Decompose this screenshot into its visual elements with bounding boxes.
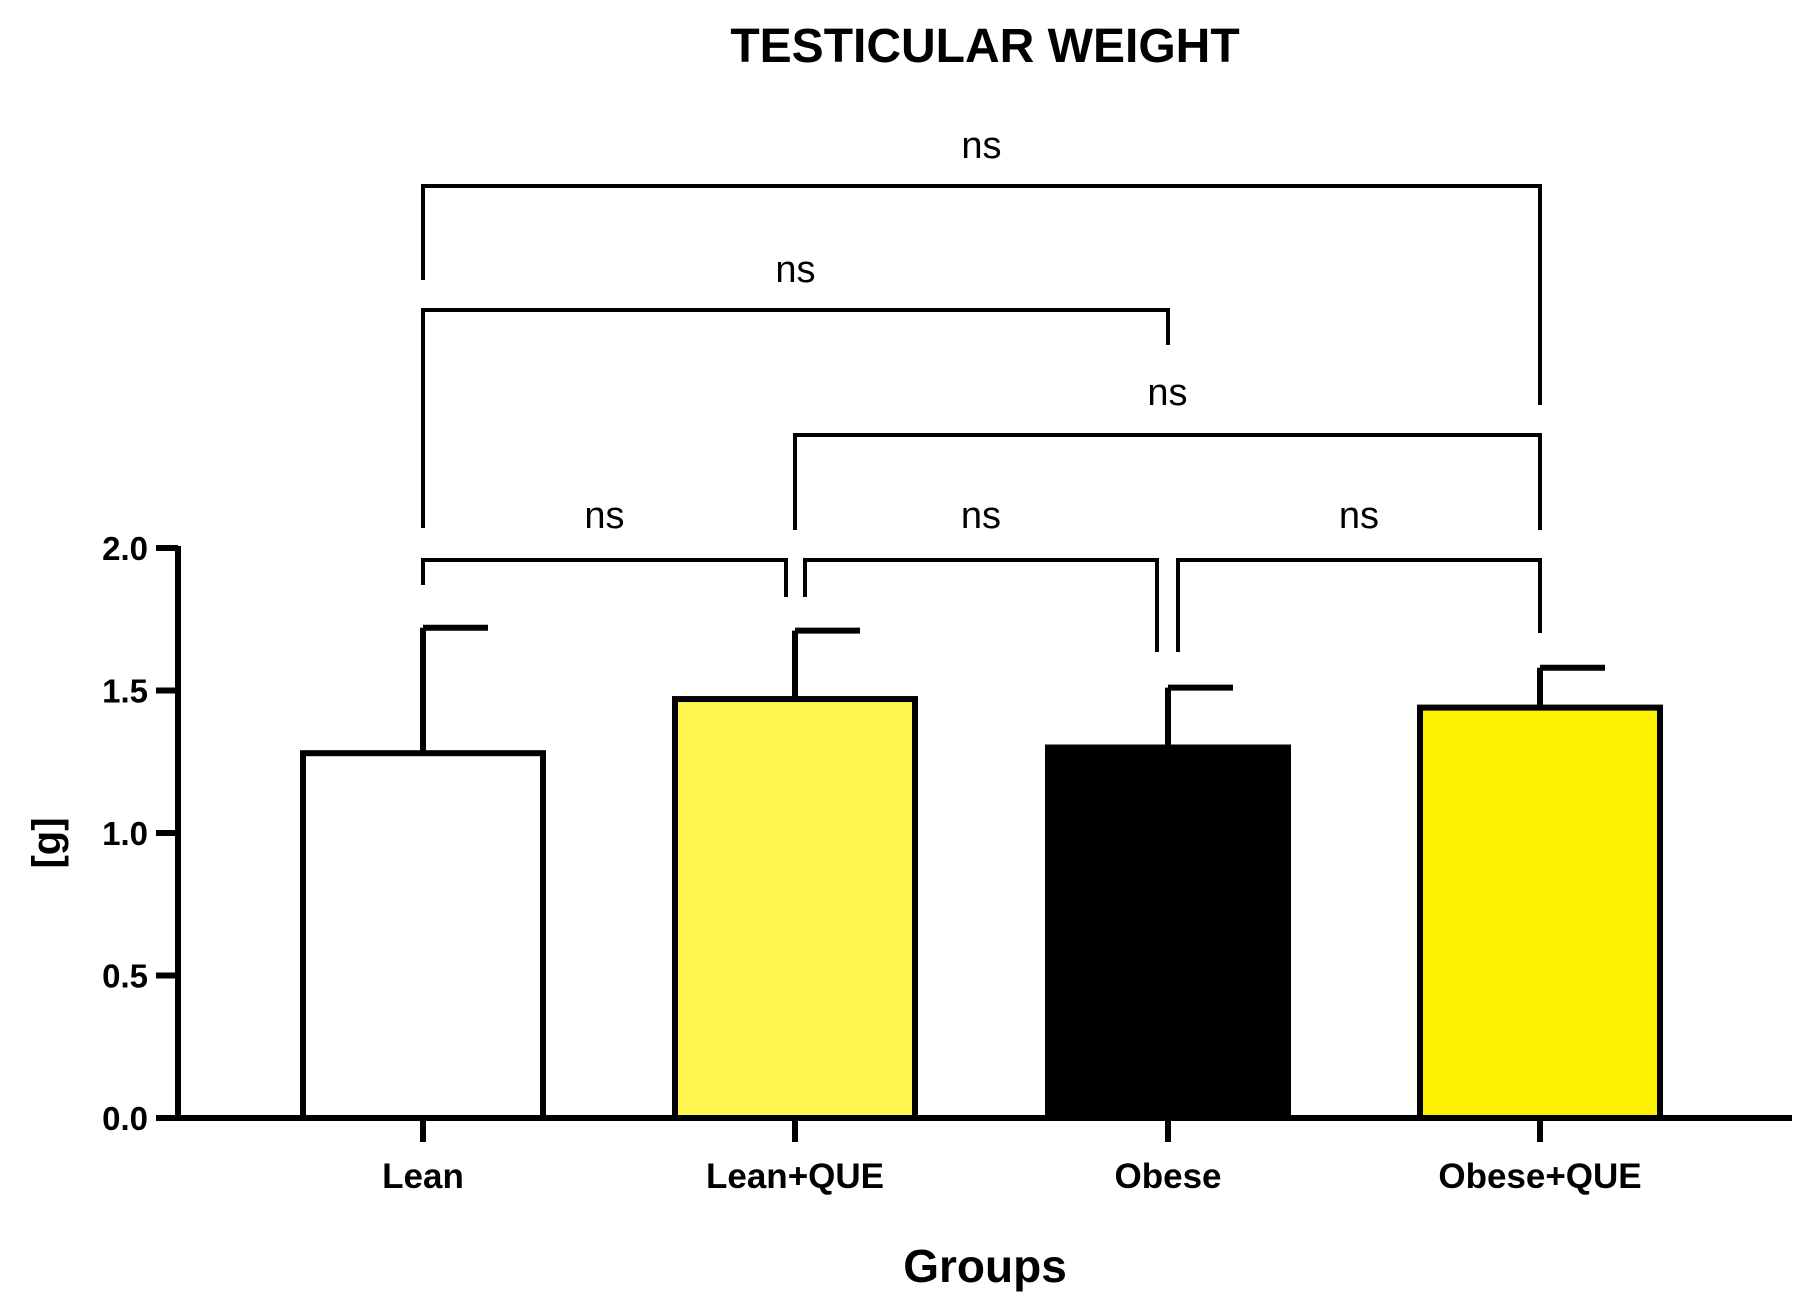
significance-label: ns: [775, 249, 815, 291]
significance-label: ns: [1147, 372, 1187, 414]
chart-title: TESTICULAR WEIGHT: [730, 20, 1239, 73]
y-tick-label: 2.0: [102, 530, 148, 567]
bar-obese: [1045, 744, 1291, 1121]
significance-bracket: [421, 184, 1542, 405]
significance-bracket: [421, 308, 1170, 528]
y-tick-label: 1.0: [102, 815, 148, 852]
y-axis-title: [g]: [25, 817, 69, 868]
x-axis-title: Groups: [903, 1240, 1067, 1292]
significance-bracket: [421, 558, 788, 597]
bars-layer: [300, 624, 1663, 1121]
bar-lean: [300, 750, 546, 1121]
significance-bracket: [793, 433, 1542, 530]
bar-lean-plus-que: [672, 696, 918, 1121]
x-tick-label: Lean: [382, 1157, 464, 1196]
x-tick-label: Lean+QUE: [706, 1157, 884, 1196]
significance-label: ns: [961, 125, 1001, 167]
x-tick-label: Obese+QUE: [1438, 1157, 1641, 1196]
significance-label: ns: [961, 495, 1001, 537]
axes-layer: 0.0 0.5 1.0 1.5 2.0 Lean Lean+QUE Obese Obese+QU…: [102, 530, 1792, 1196]
significance-bracket: [803, 558, 1159, 652]
significance-bracket: [1176, 558, 1542, 652]
x-tick-label: Obese: [1115, 1157, 1222, 1196]
y-tick-label: 1.5: [102, 673, 148, 710]
significance-label: ns: [584, 495, 624, 537]
y-tick-label: 0.0: [102, 1100, 148, 1137]
y-tick-label: 0.5: [102, 958, 148, 995]
significance-layer: ns ns ns ns ns ns: [421, 125, 1542, 652]
significance-label: ns: [1339, 495, 1379, 537]
bar-obese-plus-que: [1417, 704, 1663, 1121]
